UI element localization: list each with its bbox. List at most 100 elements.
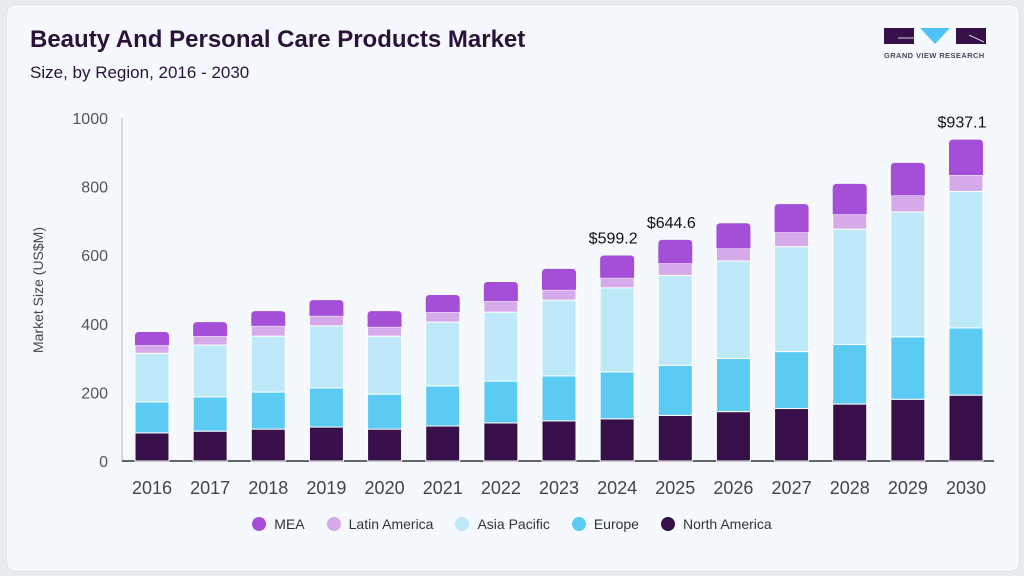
x-tick-label: 2019 xyxy=(306,478,346,498)
y-tick-label: 400 xyxy=(81,317,108,334)
bar-segment-mea xyxy=(193,322,228,337)
x-tick-label: 2020 xyxy=(365,478,405,498)
bar-segment-mea xyxy=(774,204,809,233)
x-tick-label: 2017 xyxy=(190,478,230,498)
bar-segment-mea xyxy=(483,281,518,302)
data-label: $599.2 xyxy=(589,230,638,247)
y-tick-label: 600 xyxy=(81,248,108,265)
x-tick-label: 2021 xyxy=(423,478,463,498)
legend-swatch xyxy=(455,517,470,531)
bar-segment-europe xyxy=(541,375,577,422)
bar-segment-north-america xyxy=(192,430,228,462)
bar-segment-north-america xyxy=(483,422,519,462)
chart-subtitle: Size, by Region, 2016 - 2030 xyxy=(30,63,250,82)
bar-segment-asia-pacific xyxy=(483,311,519,382)
bar-segment-mea xyxy=(542,268,576,290)
legend-label: Europe xyxy=(593,516,639,532)
x-tick-label: 2026 xyxy=(713,478,753,498)
bar-segment-europe xyxy=(657,364,693,416)
x-tick-label: 2022 xyxy=(481,478,521,498)
bar-segment-mea xyxy=(658,239,693,264)
bar-segment-asia-pacific xyxy=(250,335,286,393)
bar-segment-north-america xyxy=(715,411,751,462)
bar-segment-north-america xyxy=(250,428,286,462)
bar-segment-north-america xyxy=(774,408,810,462)
x-tick-label: 2018 xyxy=(248,478,288,498)
bar-segment-north-america xyxy=(425,425,461,462)
bar-segment-asia-pacific xyxy=(890,211,926,338)
bar-segment-europe xyxy=(192,396,228,432)
bar-segment-mea xyxy=(832,183,867,215)
bar-segment-asia-pacific xyxy=(192,344,228,398)
bar-segment-latin-america xyxy=(599,277,635,289)
bar-segment-north-america xyxy=(599,418,635,462)
bar-segment-asia-pacific xyxy=(774,246,810,353)
legend-item: Latin America xyxy=(326,516,434,532)
bar-segment-europe xyxy=(367,393,403,430)
x-tick-label: 2025 xyxy=(655,478,695,498)
bar-segment-asia-pacific xyxy=(367,335,403,395)
chart-title: Beauty And Personal Care Products Market xyxy=(30,26,526,53)
legend-item: MEA xyxy=(252,516,305,532)
x-tick-label: 2030 xyxy=(946,478,986,498)
bar-segment-europe xyxy=(308,387,344,428)
bar-segment-mea xyxy=(716,223,751,249)
x-tick-label: 2016 xyxy=(132,478,172,498)
bar-segment-mea xyxy=(309,300,344,316)
bar-segment-latin-america xyxy=(541,289,577,301)
bar-segment-north-america xyxy=(134,432,170,462)
bar-segment-asia-pacific xyxy=(541,299,577,377)
bar-segment-asia-pacific xyxy=(308,325,344,389)
bar-segment-mea xyxy=(890,162,925,196)
legend-swatch xyxy=(326,517,341,531)
legend-label: North America xyxy=(682,516,772,532)
logo-text: GRAND VIEW RESEARCH xyxy=(884,51,985,60)
legend-label: Asia Pacific xyxy=(477,516,550,532)
bar-segment-mea xyxy=(600,255,635,278)
bar-segment-north-america xyxy=(367,428,403,462)
bar-segment-latin-america xyxy=(715,247,751,262)
bar-segment-latin-america xyxy=(367,326,403,337)
bar-segment-latin-america xyxy=(890,195,926,213)
bar-segment-latin-america xyxy=(948,174,984,192)
bar-segment-latin-america xyxy=(134,344,170,354)
bar-segment-latin-america xyxy=(483,300,519,313)
bar-segment-europe xyxy=(948,327,984,396)
bar-segment-north-america xyxy=(541,420,577,462)
x-tick-label: 2029 xyxy=(888,478,928,498)
bar-segment-mea xyxy=(135,332,169,346)
bar-segment-latin-america xyxy=(774,231,810,248)
x-tick-label: 2024 xyxy=(597,478,637,498)
x-tick-label: 2027 xyxy=(772,478,812,498)
bar-segment-europe xyxy=(483,380,519,424)
bar-segment-north-america xyxy=(948,394,984,462)
y-tick-label: 0 xyxy=(99,454,108,471)
bar-segment-asia-pacific xyxy=(715,260,751,359)
bar-segment-latin-america xyxy=(425,311,461,323)
bar-segment-asia-pacific xyxy=(599,287,635,373)
data-label: $937.1 xyxy=(938,115,987,132)
y-tick-label: 200 xyxy=(81,385,108,402)
y-tick-label: 800 xyxy=(81,180,108,197)
bar-segment-mea xyxy=(367,311,402,327)
bar-segment-asia-pacific xyxy=(425,321,461,387)
bar-segment-mea xyxy=(425,294,460,313)
bar-segment-asia-pacific xyxy=(948,190,984,329)
legend-label: Latin America xyxy=(348,516,434,532)
data-label: $644.6 xyxy=(647,215,696,232)
legend-item: Asia Pacific xyxy=(455,516,550,532)
bar-segment-mea xyxy=(251,311,286,326)
bar-segment-asia-pacific xyxy=(832,228,868,345)
bar-segment-latin-america xyxy=(657,262,693,276)
x-tick-label: 2028 xyxy=(830,478,870,498)
legend-item: Europe xyxy=(571,516,639,532)
legend: MEA Latin America Asia Pacific Europe North … xyxy=(0,516,1024,532)
bar-segment-europe xyxy=(134,401,170,434)
y-tick-label: 1000 xyxy=(72,111,108,128)
bar-segment-latin-america xyxy=(192,335,228,346)
bar-segment-europe xyxy=(890,336,926,400)
bar-segment-latin-america xyxy=(308,315,344,327)
bar-segment-latin-america xyxy=(832,213,868,230)
bar-segment-europe xyxy=(715,357,751,413)
